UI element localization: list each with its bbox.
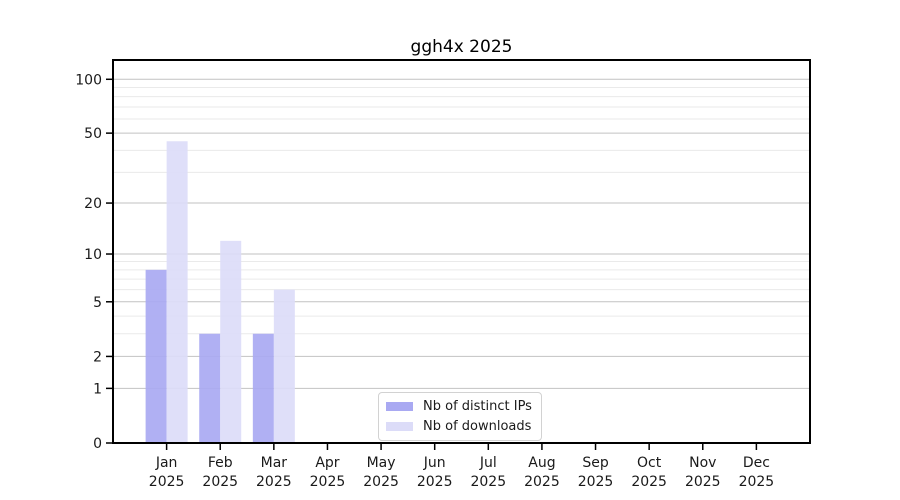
x-tick-label-year: 2025 [149, 474, 185, 490]
chart-title: ggh4x 2025 [410, 37, 513, 57]
y-tick-label: 50 [84, 126, 102, 142]
x-tick-label-month: Nov [689, 455, 716, 471]
x-tick-label-month: Jan [155, 455, 178, 471]
x-tick-label-month: Sep [582, 455, 609, 471]
x-tick-label-year: 2025 [363, 474, 399, 490]
x-tick-label-year: 2025 [256, 474, 292, 490]
x-tick-label-month: Dec [743, 455, 770, 471]
x-tick-label-year: 2025 [310, 474, 346, 490]
x-tick-label-year: 2025 [417, 474, 453, 490]
y-tick-label: 5 [93, 295, 102, 311]
x-tick-label-month: Jul [479, 455, 497, 471]
x-tick-label-month: May [367, 455, 396, 471]
bar-downloads-mar [273, 289, 295, 443]
x-tick-label-year: 2025 [202, 474, 238, 490]
y-tick-label: 1 [93, 381, 102, 397]
x-tick-label-month: Oct [637, 455, 662, 471]
x-tick-label-year: 2025 [578, 474, 614, 490]
bar-distinct-ips-mar [252, 333, 274, 443]
legend-swatch-distinct-ips [386, 402, 413, 411]
legend-label-downloads: Nb of downloads [423, 419, 532, 434]
legend: Nb of distinct IPs Nb of downloads [378, 392, 542, 441]
bar-downloads-jan [166, 141, 188, 443]
x-tick-label-month: Jun [423, 455, 446, 471]
bar-distinct-ips-feb [199, 333, 221, 443]
x-tick-label-year: 2025 [524, 474, 560, 490]
x-tick-label-month: Aug [528, 455, 555, 471]
x-tick-label-year: 2025 [685, 474, 721, 490]
bar-downloads-feb [220, 240, 242, 443]
y-tick-label: 20 [84, 196, 102, 212]
x-tick-label-month: Mar [261, 455, 288, 471]
x-tick-label-month: Feb [208, 455, 233, 471]
y-tick-label: 100 [75, 72, 102, 88]
legend-item-downloads: Nb of downloads [386, 417, 532, 436]
x-tick-label-year: 2025 [631, 474, 667, 490]
x-tick-label-year: 2025 [470, 474, 506, 490]
bar-distinct-ips-jan [145, 269, 167, 443]
y-tick-label: 0 [93, 436, 102, 452]
legend-label-distinct-ips: Nb of distinct IPs [423, 399, 532, 414]
y-tick-label: 10 [84, 247, 102, 263]
x-tick-label-month: Apr [315, 455, 339, 471]
legend-item-distinct-ips: Nb of distinct IPs [386, 397, 532, 416]
legend-swatch-downloads [386, 422, 413, 431]
plot-border [112, 59, 811, 444]
x-tick-label-year: 2025 [739, 474, 775, 490]
y-tick-label: 2 [93, 349, 102, 365]
